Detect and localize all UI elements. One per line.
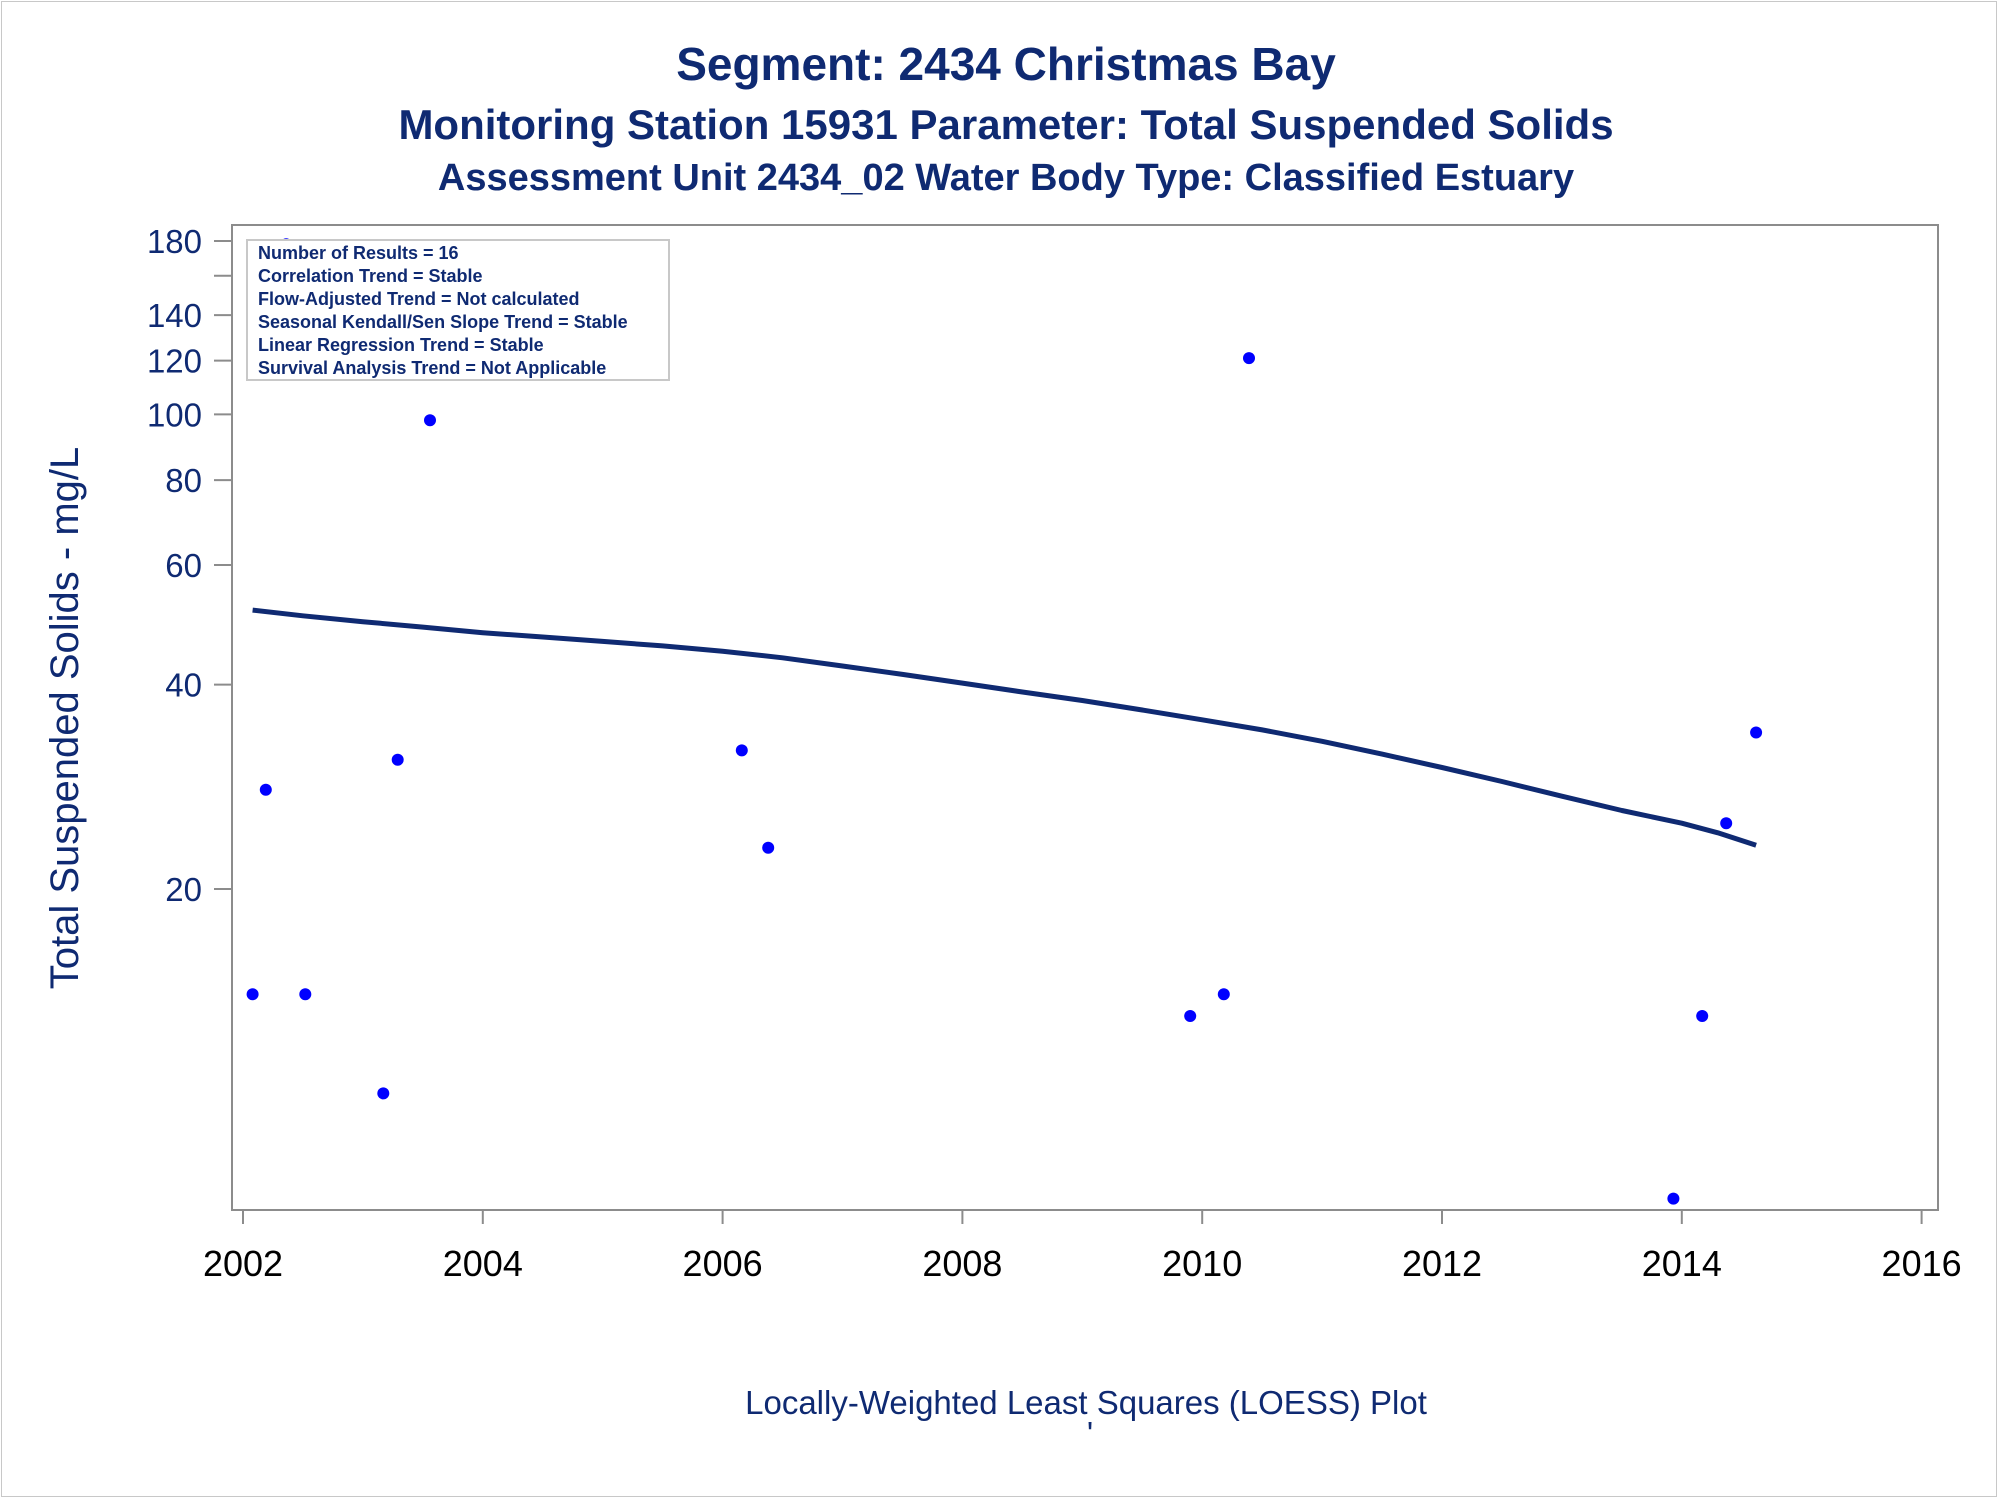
chart-subtitle: Monitoring Station 15931 Parameter: Tota… (398, 101, 1613, 148)
x-axis-label: Locally-Weighted Least Squares (LOESS) P… (745, 1384, 1427, 1421)
data-point (735, 744, 748, 757)
y-tick-label: 20 (165, 871, 202, 908)
y-tick-label: 60 (165, 547, 202, 584)
x-tick-label: 2012 (1402, 1243, 1482, 1284)
loess-series (252, 607, 1757, 848)
plot-area (231, 224, 1939, 1211)
data-point (391, 753, 404, 766)
stats-box: Number of Results = 16 Correlation Trend… (246, 239, 670, 381)
chart-title: Segment: 2434 Christmas Bay (676, 38, 1336, 90)
stats-line-correlation: Correlation Trend = Stable (258, 266, 483, 286)
data-point (1217, 988, 1230, 1001)
stats-line-results: Number of Results = 16 (258, 243, 459, 263)
x-axis: 2002 2004 2006 2008 2010 2012 2014 2016 (203, 1210, 1962, 1284)
data-point (1667, 1192, 1680, 1205)
footnote-mark: ' (1087, 1415, 1093, 1452)
stats-line-flow-adjusted: Flow-Adjusted Trend = Not calculated (258, 289, 580, 309)
y-tick-label: 80 (165, 462, 202, 499)
y-tick-label: 100 (147, 396, 202, 433)
data-point (246, 988, 259, 1001)
data-point (762, 841, 775, 854)
x-tick-label: 2016 (1882, 1243, 1962, 1284)
data-point (1750, 726, 1763, 739)
y-axis: 20 40 60 80 100 120 140 180 (147, 223, 232, 908)
x-tick-label: 2008 (922, 1243, 1002, 1284)
stats-line-seasonal-kendall: Seasonal Kendall/Sen Slope Trend = Stabl… (258, 312, 628, 332)
x-tick-label: 2010 (1162, 1243, 1242, 1284)
stats-line-linear-regression: Linear Regression Trend = Stable (258, 335, 544, 355)
y-axis-label: Total Suspended Solids - mg/L (43, 447, 87, 990)
stats-box-frame (246, 239, 670, 381)
data-point (299, 988, 312, 1001)
loess-line (252, 607, 1757, 848)
chart-subtitle-2: Assessment Unit 2434_02 Water Body Type:… (438, 157, 1574, 199)
stats-line-survival: Survival Analysis Trend = Not Applicable (258, 358, 606, 378)
x-tick-label: 2002 (203, 1243, 283, 1284)
y-tick-label: 180 (147, 223, 202, 260)
data-point (259, 783, 272, 796)
data-point (1720, 817, 1733, 830)
y-tick-label: 140 (147, 297, 202, 334)
data-point (1243, 352, 1255, 365)
x-tick-label: 2014 (1642, 1243, 1722, 1284)
data-point (1184, 1010, 1197, 1022)
x-tick-label: 2004 (443, 1243, 523, 1284)
y-tick-label: 40 (165, 667, 202, 704)
data-point (377, 1087, 390, 1100)
data-points (246, 238, 1763, 1205)
x-tick-label: 2006 (683, 1243, 763, 1284)
data-point (424, 414, 436, 427)
data-point (1696, 1010, 1709, 1022)
y-tick-label: 120 (147, 343, 202, 380)
